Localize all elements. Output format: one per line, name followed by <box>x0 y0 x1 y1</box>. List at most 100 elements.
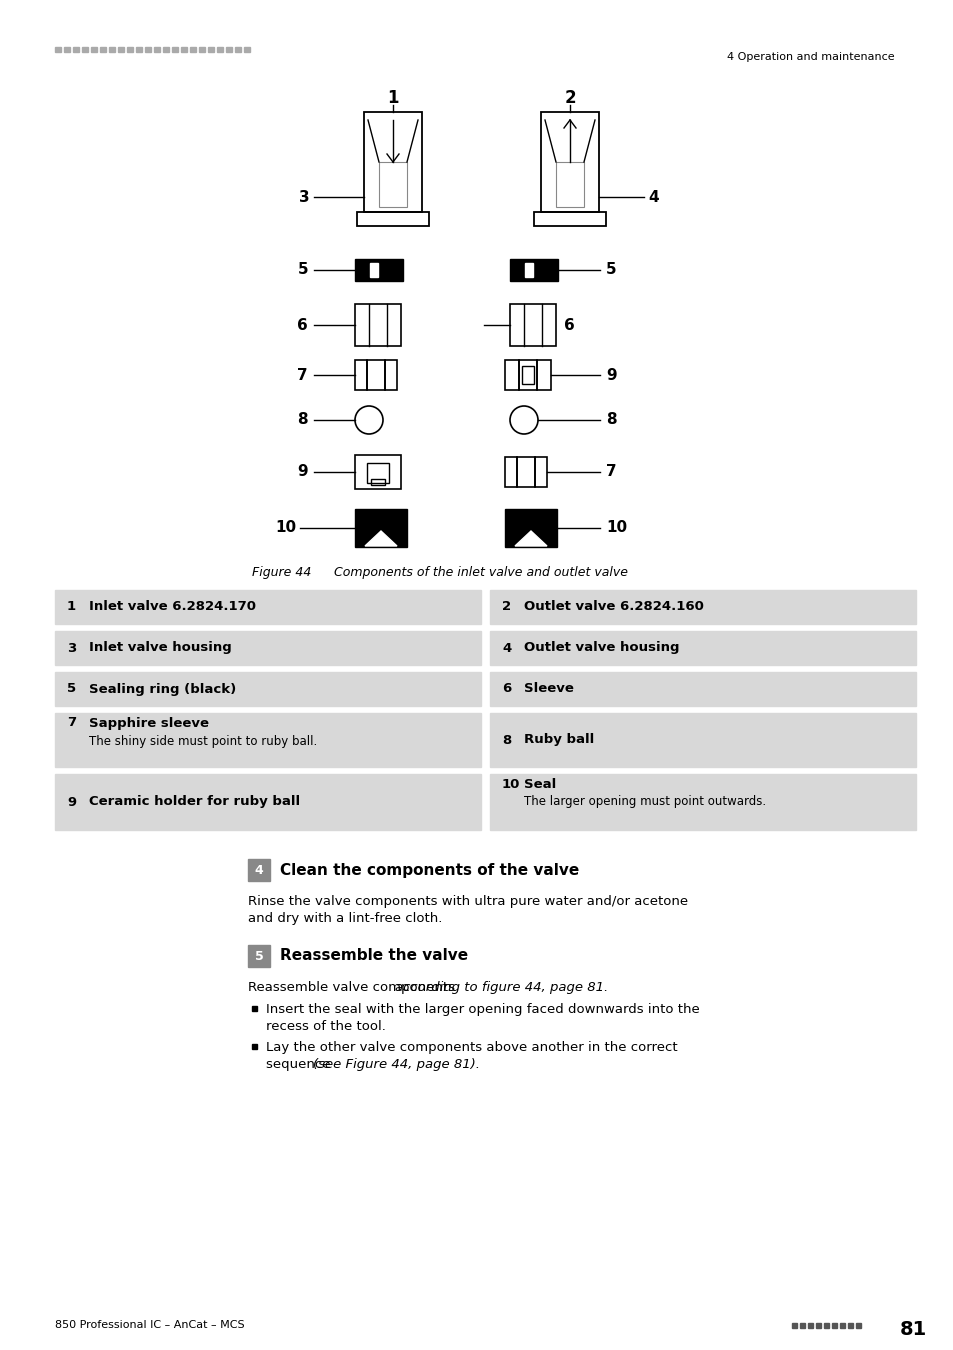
Text: 9: 9 <box>297 464 308 479</box>
Text: 4: 4 <box>647 189 658 204</box>
Text: 10: 10 <box>501 778 519 791</box>
Bar <box>91 47 97 53</box>
Bar <box>208 47 213 53</box>
Bar <box>367 360 385 390</box>
Bar <box>118 47 124 53</box>
Bar <box>355 455 400 489</box>
Text: Ruby ball: Ruby ball <box>523 733 594 747</box>
Text: Reassemble the valve: Reassemble the valve <box>280 949 468 964</box>
Bar <box>370 263 377 277</box>
Text: 4 Operation and maintenance: 4 Operation and maintenance <box>726 53 894 62</box>
Text: 8: 8 <box>501 733 511 747</box>
Polygon shape <box>515 531 546 545</box>
Text: 81: 81 <box>899 1320 926 1339</box>
Text: 1: 1 <box>67 601 76 613</box>
Text: 5: 5 <box>67 683 76 695</box>
Text: Seal: Seal <box>523 778 556 791</box>
Bar <box>136 47 142 53</box>
Bar <box>190 47 195 53</box>
Bar <box>791 1323 796 1328</box>
Bar <box>199 47 205 53</box>
Text: recess of the tool.: recess of the tool. <box>266 1021 385 1033</box>
Bar <box>504 458 517 487</box>
Bar <box>355 360 367 390</box>
Text: and dry with a lint-free cloth.: and dry with a lint-free cloth. <box>248 913 442 925</box>
Bar <box>807 1323 812 1328</box>
Bar <box>840 1323 844 1328</box>
Bar <box>385 360 396 390</box>
Bar <box>163 47 169 53</box>
Bar <box>490 590 915 624</box>
Bar <box>504 360 518 390</box>
Bar <box>510 304 556 346</box>
Text: (see Figure 44, page 81).: (see Figure 44, page 81). <box>313 1058 479 1071</box>
Text: 7: 7 <box>67 717 76 729</box>
Bar <box>153 47 160 53</box>
Text: 9: 9 <box>67 795 76 809</box>
Text: Inlet valve housing: Inlet valve housing <box>89 641 232 655</box>
Text: Figure 44: Figure 44 <box>252 566 311 579</box>
Bar <box>504 509 557 547</box>
Text: 2: 2 <box>501 601 511 613</box>
Bar <box>510 259 558 281</box>
Bar <box>172 47 178 53</box>
Bar <box>244 47 250 53</box>
Bar <box>234 47 241 53</box>
Text: Clean the components of the valve: Clean the components of the valve <box>280 863 578 878</box>
Bar <box>490 630 915 666</box>
Bar <box>248 859 270 882</box>
Text: Lay the other valve components above another in the correct: Lay the other valve components above ano… <box>266 1041 677 1054</box>
Bar <box>800 1323 804 1328</box>
Text: The larger opening must point outwards.: The larger opening must point outwards. <box>523 795 765 809</box>
Bar <box>355 259 402 281</box>
Polygon shape <box>365 531 396 545</box>
Bar <box>55 713 480 767</box>
Bar <box>252 1006 256 1011</box>
Text: 5: 5 <box>254 949 263 963</box>
Text: sequence: sequence <box>266 1058 335 1071</box>
Bar <box>100 47 106 53</box>
Text: 3: 3 <box>299 189 310 204</box>
Bar <box>181 47 187 53</box>
Bar <box>556 162 583 207</box>
Bar <box>127 47 132 53</box>
Text: Outlet valve housing: Outlet valve housing <box>523 641 679 655</box>
Bar <box>252 1044 256 1049</box>
Text: The shiny side must point to ruby ball.: The shiny side must point to ruby ball. <box>89 734 317 748</box>
Bar <box>73 47 79 53</box>
Bar <box>145 47 151 53</box>
Text: 8: 8 <box>605 413 616 428</box>
Bar <box>823 1323 828 1328</box>
Bar <box>355 509 407 547</box>
Text: 5: 5 <box>605 262 616 278</box>
Text: Inlet valve 6.2824.170: Inlet valve 6.2824.170 <box>89 601 255 613</box>
Text: 8: 8 <box>297 413 308 428</box>
Text: 1: 1 <box>387 89 398 107</box>
Bar <box>521 366 534 383</box>
Bar <box>518 360 537 390</box>
Bar <box>55 774 480 830</box>
Bar <box>367 463 389 483</box>
Bar <box>524 263 533 277</box>
Text: Sapphire sleeve: Sapphire sleeve <box>89 717 209 729</box>
Bar <box>356 212 429 225</box>
Text: Reassemble valve components: Reassemble valve components <box>248 981 458 994</box>
Bar <box>371 479 385 485</box>
Bar <box>540 112 598 212</box>
Bar <box>109 47 115 53</box>
Bar <box>55 630 480 666</box>
Text: 9: 9 <box>605 367 616 382</box>
Bar <box>534 212 605 225</box>
Bar <box>226 47 232 53</box>
Bar <box>490 774 915 830</box>
Bar <box>216 47 223 53</box>
Text: 2: 2 <box>563 89 576 107</box>
Bar <box>535 458 546 487</box>
Bar <box>815 1323 821 1328</box>
Bar <box>490 713 915 767</box>
Text: 10: 10 <box>605 521 626 536</box>
Bar <box>537 360 551 390</box>
Text: Sleeve: Sleeve <box>523 683 574 695</box>
Bar <box>55 590 480 624</box>
Text: 4: 4 <box>254 864 263 876</box>
